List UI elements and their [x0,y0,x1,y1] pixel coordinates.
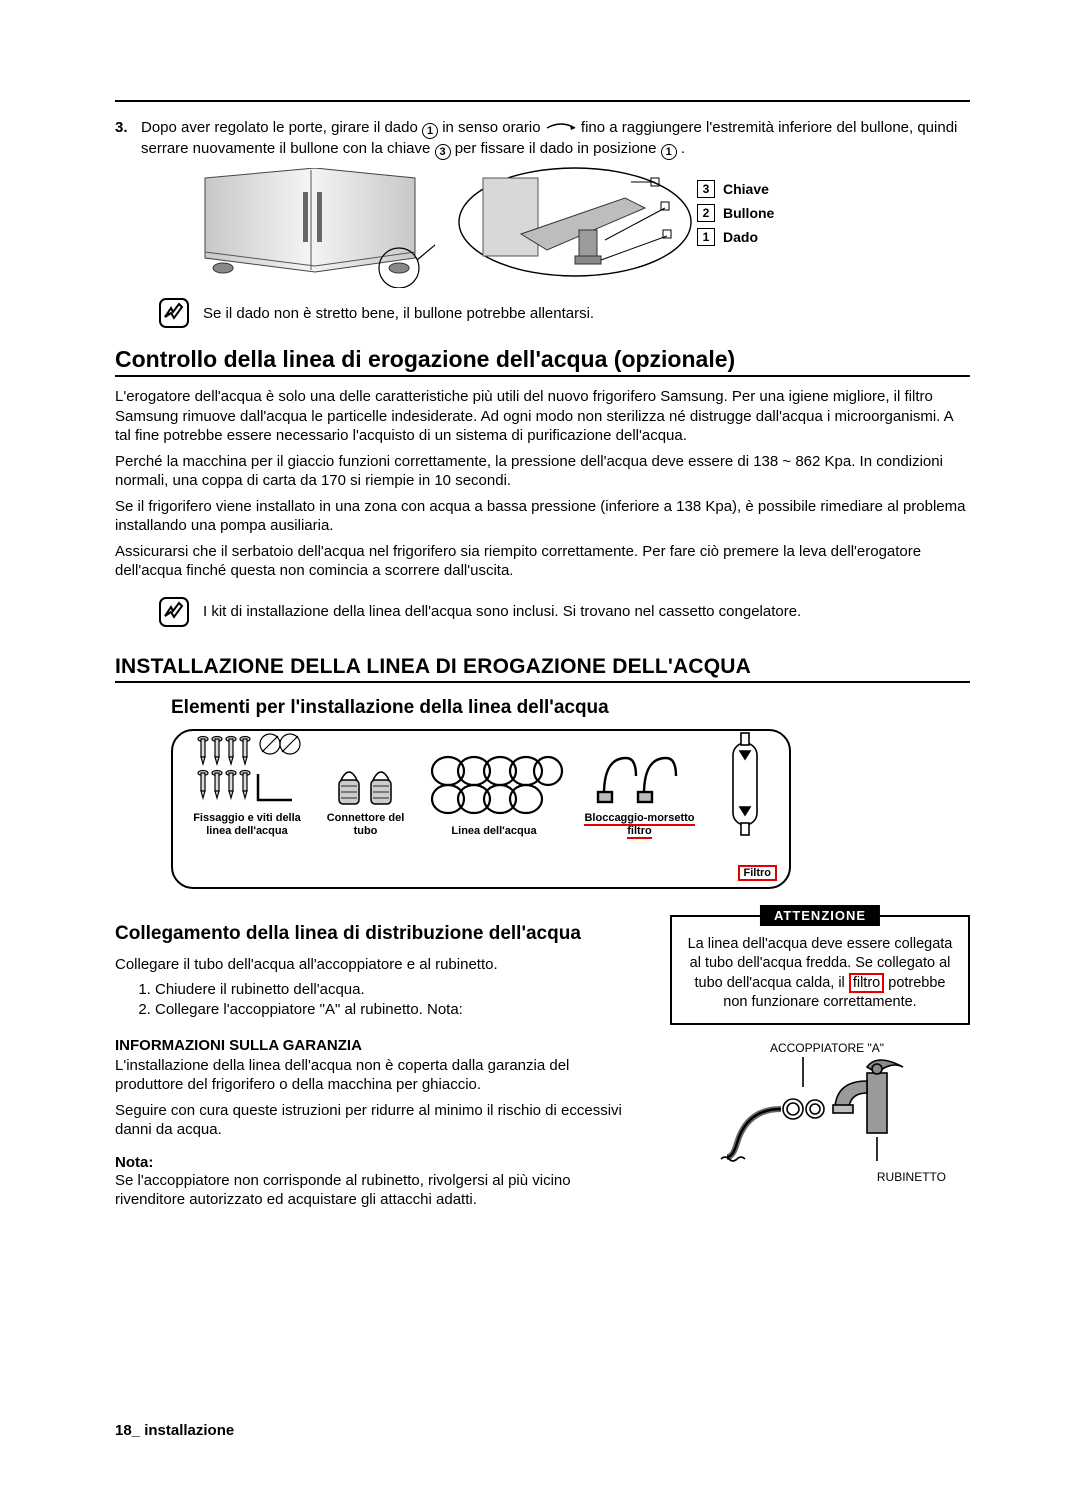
warranty-p1: L'installazione della linea dell'acqua n… [115,1056,634,1095]
footer-section: installazione [144,1422,234,1439]
filter-cartridge-icon [723,729,767,839]
coupler-figure: ACCOPPIATORE "A" [684,1041,970,1191]
tube-connector-icon [331,758,401,808]
section-rule [115,375,970,377]
note-kit-included: I kit di installazione della linea dell'… [159,597,970,627]
connect-step-2: Collegare l'accoppiatore "A" al rubinett… [155,1000,634,1020]
note-nut-tight: Se il dado non è stretto bene, il bullon… [159,298,970,328]
note1-text: Se il dado non è stretto bene, il bullon… [203,305,594,322]
part5-label: Filtro [738,865,778,881]
page-number: 18 [115,1422,132,1439]
connect-intro: Collegare il tubo dell'acqua all'accoppi… [115,955,634,975]
connect-steps: Chiudere il rubinetto dell'acqua. Colleg… [155,980,634,1021]
circled-1-icon: 1 [661,144,677,160]
warranty-heading: INFORMAZIONI SULLA GARANZIA [115,1037,634,1054]
txt: fino a raggiungere [581,119,702,136]
part-clamp-filter: Bloccaggio-morsetto filtro [580,738,700,838]
subsection-connect-title: Collegamento della linea di distribuzion… [115,923,634,945]
txt: per [455,140,477,157]
part-screws: Fissaggio e viti della linea dell'acqua [187,730,307,838]
detail-callout-icon [455,164,695,284]
note2-text: I kit di installazione della linea dell'… [203,603,801,620]
screws-clips-icon [192,730,302,808]
part-connector: Connettore del tubo [323,758,409,838]
rotate-arrow-icon [545,122,577,134]
txt: . [681,140,685,157]
part2-label: Connettore del tubo [323,812,409,838]
section-install-title: INSTALLAZIONE DELLA LINEA DI EROGAZIONE … [115,655,970,679]
part4b: filtro [627,825,651,839]
attention-label: ATTENZIONE [760,905,880,927]
rubinetto-label: RUBINETTO [684,1170,946,1184]
part-filter: Filtro [715,729,775,839]
legend-num-3: 3 [697,180,715,198]
parts-box: Fissaggio e viti della linea dell'acqua … [171,729,791,889]
txt: Dopo aver regolato le porte, girare il d… [141,119,422,136]
coupler-a-label: ACCOPPIATORE "A" [684,1041,970,1055]
warranty-p2: Seguire con cura queste istruzioni per r… [115,1101,634,1140]
part-waterline: Linea dell'acqua [424,751,564,838]
coupler-faucet-icon [717,1057,937,1167]
legend-num-1: 1 [697,228,715,246]
txt: in senso orario [442,119,545,136]
note-icon [159,597,189,627]
section-water-check-title: Controllo della linea di erogazione dell… [115,346,970,373]
part4a: Bloccaggio-morsetto [584,812,694,826]
fridge-illustration-icon [185,168,435,288]
attention-box: ATTENZIONE La linea dell'acqua deve esse… [670,915,970,1025]
water-p3: Se il frigorifero viene installato in un… [115,497,970,536]
water-p1: L'erogatore dell'acqua è solo una delle … [115,387,970,446]
legend-chiave: Chiave [723,181,769,197]
part3-label: Linea dell'acqua [451,825,536,838]
water-p4: Assicurarsi che il serbatoio dell'acqua … [115,542,970,581]
nota-heading: Nota: [115,1154,634,1171]
step3-number: 3. [115,118,133,160]
water-p2: Perché la macchina per il giaccio funzio… [115,452,970,491]
nota-text: Se l'accoppiatore non corrisponde al rub… [115,1171,634,1210]
filter-clamp-icon [590,738,690,808]
figure-fridge-adjustment: 3 Chiave 2 Bullone 1 Dado [185,168,970,288]
water-line-coil-icon [424,751,564,821]
page-footer: 18_ installazione [115,1422,234,1439]
note-icon [159,298,189,328]
connect-step-1: Chiudere il rubinetto dell'acqua. [155,980,634,1000]
txt: fissare il dado in posizione [481,140,661,157]
part1-label: Fissaggio e viti della linea dell'acqua [187,812,307,838]
figure-legend: 3 Chiave 2 Bullone 1 Dado [697,180,774,252]
legend-num-2: 2 [697,204,715,222]
section-rule-2 [115,681,970,683]
legend-bullone: Bullone [723,205,774,221]
circled-1-icon: 1 [422,123,438,139]
legend-dado: Dado [723,229,758,245]
part4-label: Bloccaggio-morsetto filtro [584,812,694,838]
subsection-elements-title: Elementi per l'installazione della linea… [171,697,970,719]
step3-text: Dopo aver regolato le porte, girare il d… [141,118,970,160]
step3-paragraph: 3. Dopo aver regolato le porte, girare i… [115,118,970,160]
circled-3-icon: 3 [435,144,451,160]
attention-filtro-red: filtro [849,973,884,993]
top-rule [115,100,970,102]
